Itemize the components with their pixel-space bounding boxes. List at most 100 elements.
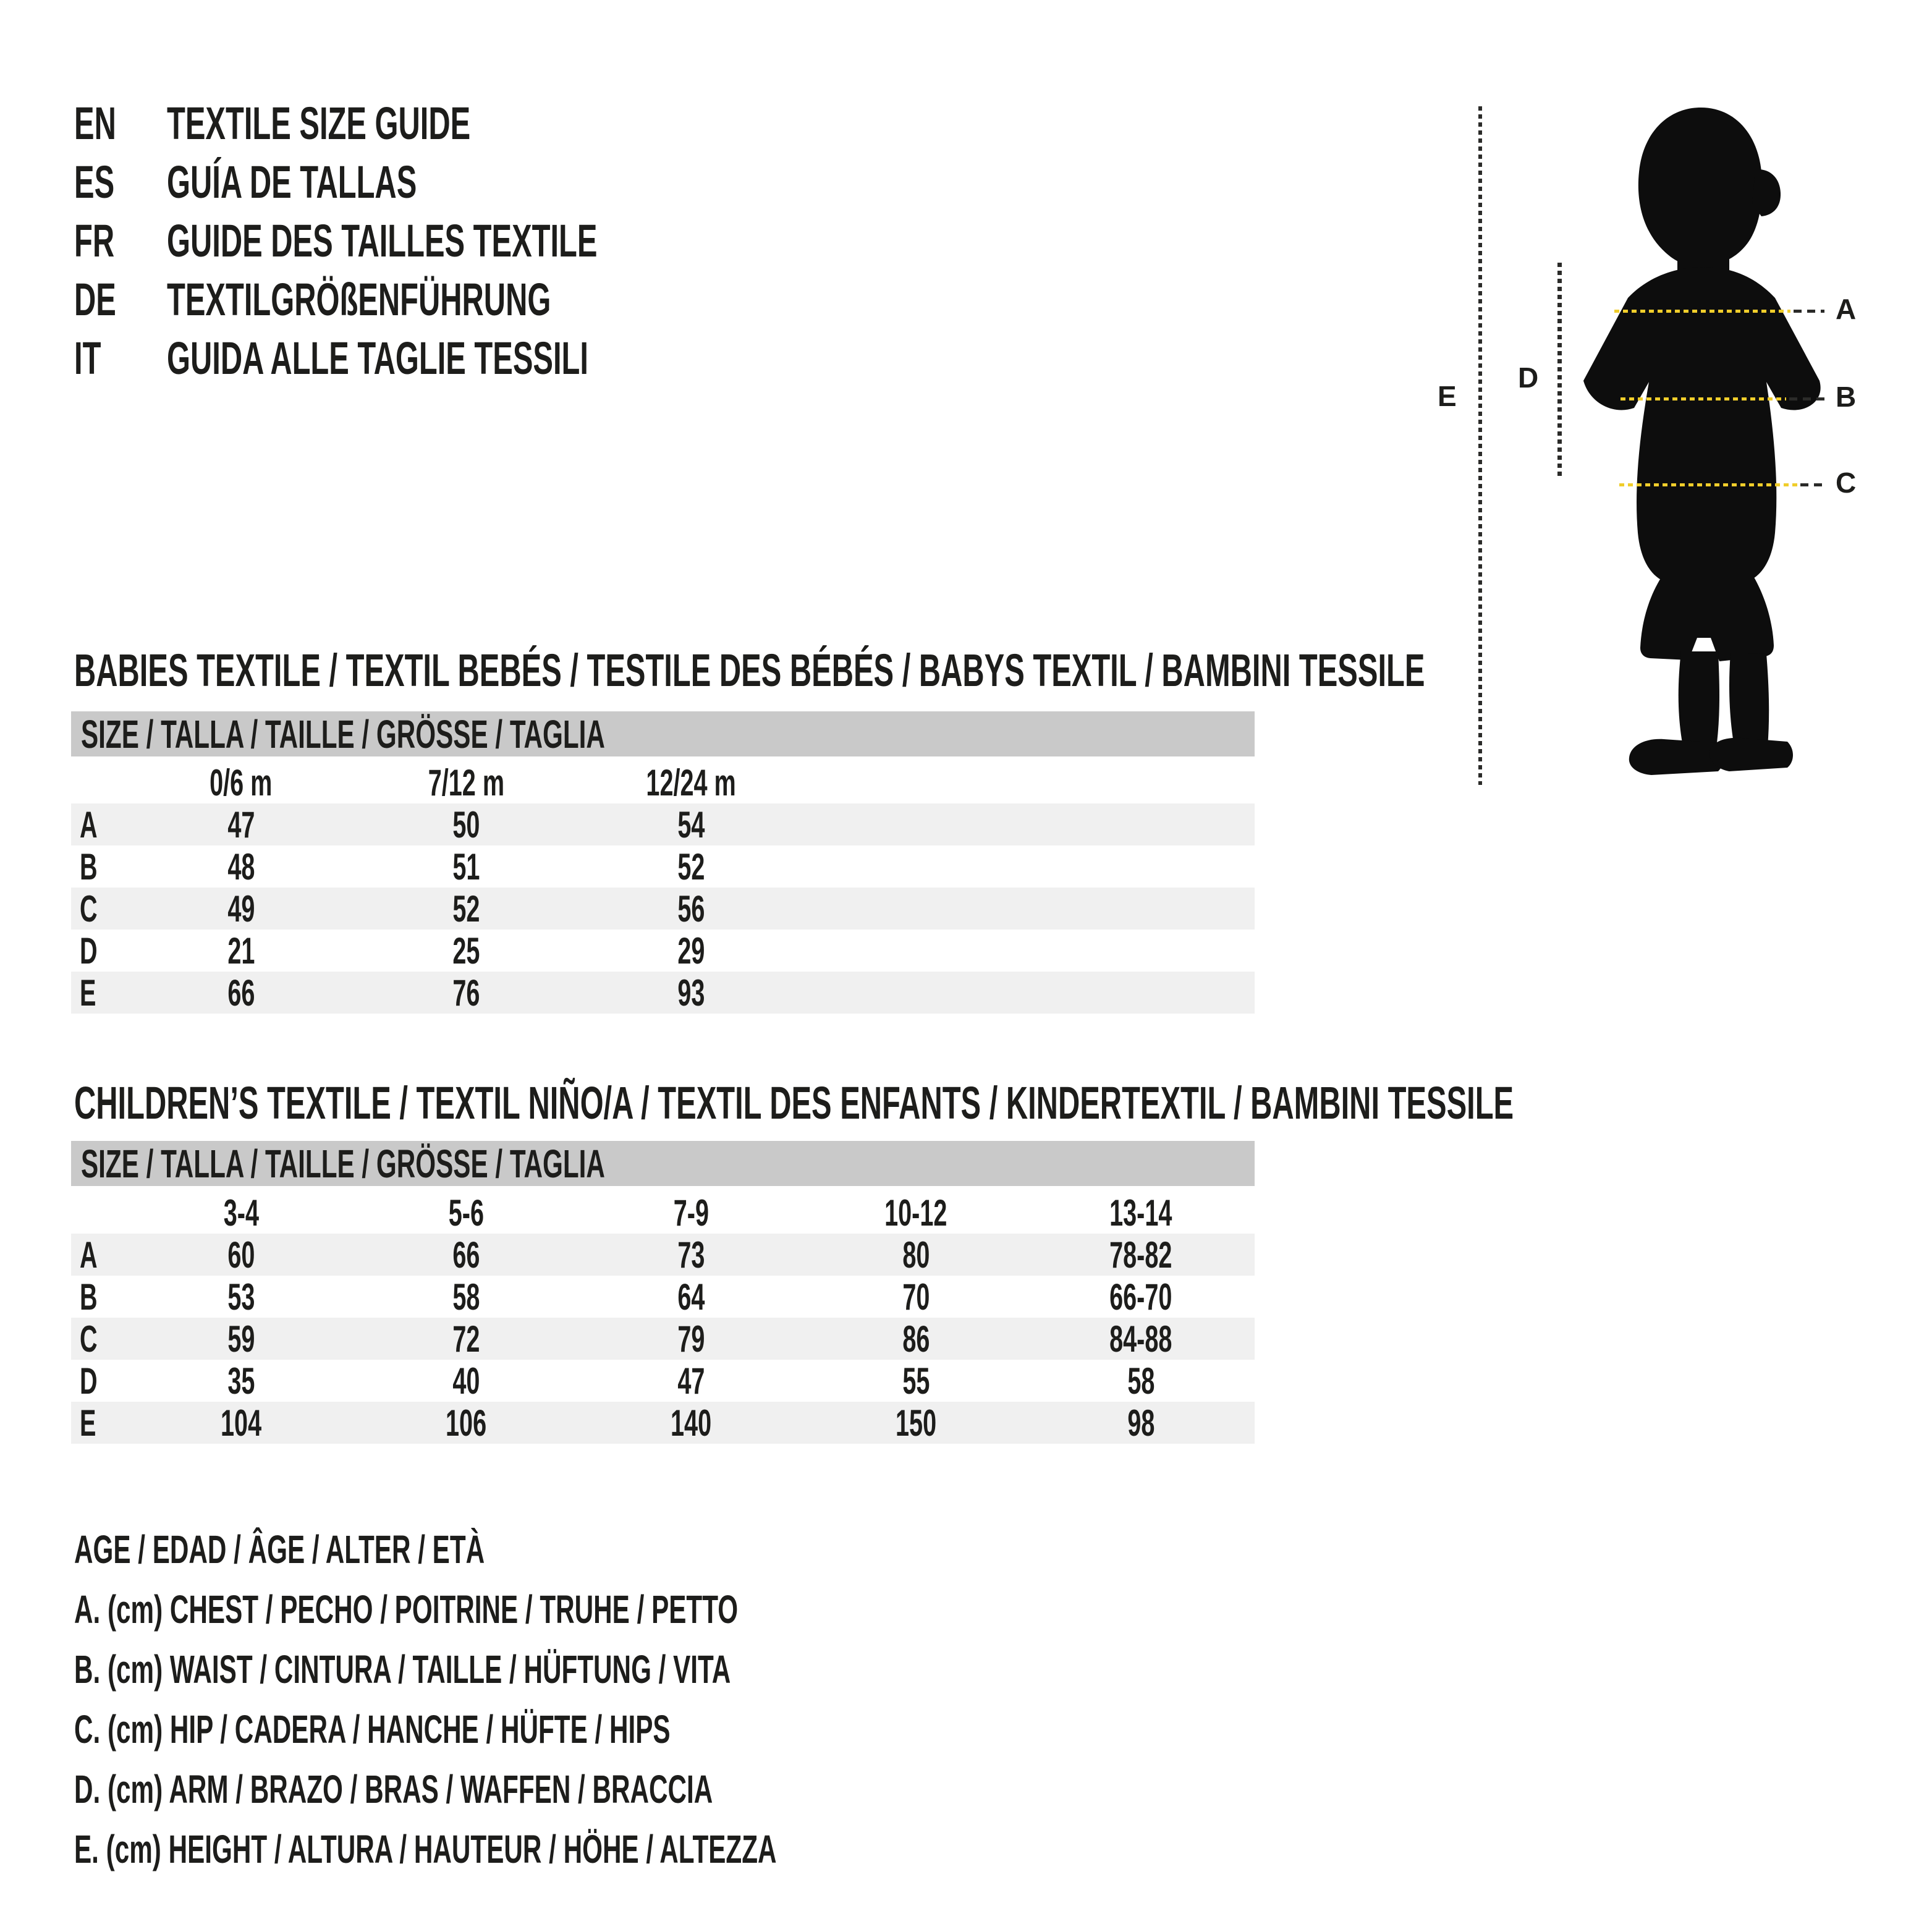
legend-line-age: AGE / EDAD / ÂGE / ALTER / ETÀ — [74, 1527, 485, 1572]
dark-dash-segment — [1794, 310, 1824, 313]
table-cell: 98 — [1127, 1402, 1155, 1444]
row-label: B — [80, 845, 98, 888]
hip-measure-line-C: C — [1434, 468, 1932, 497]
row-label: A — [80, 1234, 98, 1276]
row-label: D — [80, 1360, 98, 1402]
measure-label-b: B — [1836, 381, 1857, 413]
column-header: 7-9 — [673, 1192, 709, 1234]
table-row: C 49 52 56 — [71, 888, 1255, 930]
children-section-heading: CHILDREN’S TEXTILE / TEXTIL NIÑO/A / TEX… — [74, 1077, 1514, 1129]
yellow-dash-segment — [1621, 397, 1786, 400]
babies-section-heading: BABIES TEXTILE / TEXTIL BEBÉS / TESTILE … — [74, 645, 1425, 696]
table-cell: 66-70 — [1109, 1276, 1172, 1318]
table-cell: 60 — [227, 1234, 255, 1276]
table-header-row: 3-4 5-6 7-9 10-12 13-14 — [71, 1192, 1255, 1234]
arm-measure-line-D — [1557, 263, 1562, 476]
measurement-figure: E D A B C — [1434, 93, 1932, 810]
guide-title: GUIDE DES TAILLES TEXTILE — [167, 215, 598, 266]
chest-measure-line-A: A — [1434, 295, 1932, 323]
measure-label-c: C — [1836, 467, 1857, 499]
legend-line-waist: B. (cm) WAIST / CINTURA / TAILLE / HÜFTU… — [74, 1646, 731, 1692]
measurement-legend: AGE / EDAD / ÂGE / ALTER / ETÀ A. (cm) C… — [74, 1519, 1138, 1879]
column-header: 10-12 — [884, 1192, 947, 1234]
table-cell: 53 — [227, 1276, 255, 1318]
measure-label-a: A — [1836, 293, 1857, 325]
language-code: IT — [74, 333, 101, 384]
row-label: E — [80, 972, 96, 1014]
table-cell: 66 — [452, 1234, 480, 1276]
measure-label-e: E — [1438, 380, 1457, 412]
table-cell: 51 — [452, 845, 480, 888]
table-cell: 47 — [227, 803, 255, 845]
children-size-table: 3-4 5-6 7-9 10-12 13-14 A 60 66 73 80 78… — [71, 1192, 1255, 1444]
table-cell: 56 — [677, 888, 705, 930]
table-cell: 50 — [452, 803, 480, 845]
title-row-de: DE TEXTILGRÖßENFÜHRUNG — [74, 270, 819, 329]
row-label: E — [80, 1402, 96, 1444]
table-cell: 84-88 — [1109, 1318, 1172, 1360]
table-row: E 104 106 140 150 98 — [71, 1402, 1255, 1444]
table-cell: 80 — [902, 1234, 930, 1276]
row-label: A — [80, 803, 98, 845]
legend-line-chest: A. (cm) CHEST / PECHO / POITRINE / TRUHE… — [74, 1587, 739, 1632]
babies-size-table: 0/6 m 7/12 m 12/24 m A 47 50 54 B 48 51 … — [71, 761, 1255, 1014]
title-row-en: EN TEXTILE SIZE GUIDE — [74, 94, 819, 153]
table-row: B 48 51 52 — [71, 845, 1255, 888]
table-row: B 53 58 64 70 66-70 — [71, 1276, 1255, 1318]
title-row-it: IT GUIDA ALLE TAGLIE TESSILI — [74, 329, 819, 388]
height-measure-line-E — [1478, 106, 1482, 785]
babies-size-bar: SIZE / TALLA / TAILLE / GRÖSSE / TAGLIA — [71, 711, 1255, 756]
table-cell: 52 — [677, 845, 705, 888]
dark-dash-segment — [1800, 483, 1825, 486]
row-label: C — [80, 888, 98, 930]
table-cell: 54 — [677, 803, 705, 845]
child-silhouette-image — [1583, 108, 1821, 775]
legend-line-arm: D. (cm) ARM / BRAZO / BRAS / WAFFEN / BR… — [74, 1766, 713, 1811]
table-row: A 60 66 73 80 78-82 — [71, 1234, 1255, 1276]
table-cell: 106 — [445, 1402, 487, 1444]
row-label: B — [80, 1276, 98, 1318]
measure-label-d: D — [1518, 362, 1539, 394]
table-cell: 73 — [677, 1234, 705, 1276]
table-cell: 72 — [452, 1318, 480, 1360]
table-cell: 70 — [902, 1276, 930, 1318]
guide-title: GUÍA DE TALLAS — [167, 156, 417, 208]
row-label: D — [80, 930, 98, 972]
table-row: E 66 76 93 — [71, 972, 1255, 1014]
table-header-row: 0/6 m 7/12 m 12/24 m — [71, 761, 1255, 803]
column-header: 12/24 m — [646, 761, 736, 803]
title-block: EN TEXTILE SIZE GUIDE ES GUÍA DE TALLAS … — [74, 94, 819, 388]
column-header: 5-6 — [448, 1192, 484, 1234]
table-cell: 59 — [227, 1318, 255, 1360]
title-row-fr: FR GUIDE DES TAILLES TEXTILE — [74, 211, 819, 270]
table-cell: 104 — [220, 1402, 262, 1444]
table-cell: 25 — [452, 930, 480, 972]
table-cell: 150 — [895, 1402, 937, 1444]
yellow-dash-segment — [1614, 310, 1790, 313]
table-cell: 79 — [677, 1318, 705, 1360]
legend-line-hip: C. (cm) HIP / CADERA / HANCHE / HÜFTE / … — [74, 1706, 671, 1752]
guide-title: TEXTILGRÖßENFÜHRUNG — [167, 274, 551, 325]
column-header: 7/12 m — [428, 761, 504, 803]
children-size-bar: SIZE / TALLA / TAILLE / GRÖSSE / TAGLIA — [71, 1141, 1255, 1186]
table-cell: 76 — [452, 972, 480, 1014]
table-cell: 21 — [227, 930, 255, 972]
table-row: D 21 25 29 — [71, 930, 1255, 972]
table-cell: 47 — [677, 1360, 705, 1402]
table-cell: 40 — [452, 1360, 480, 1402]
table-cell: 55 — [902, 1360, 930, 1402]
guide-title: TEXTILE SIZE GUIDE — [167, 98, 471, 149]
table-cell: 58 — [452, 1276, 480, 1318]
table-cell: 78-82 — [1109, 1234, 1172, 1276]
waist-measure-line-B: B — [1434, 383, 1932, 411]
title-row-es: ES GUÍA DE TALLAS — [74, 153, 819, 211]
table-cell: 35 — [227, 1360, 255, 1402]
table-row: C 59 72 79 86 84-88 — [71, 1318, 1255, 1360]
table-cell: 58 — [1127, 1360, 1155, 1402]
table-cell: 93 — [677, 972, 705, 1014]
table-cell: 49 — [227, 888, 255, 930]
column-header: 3-4 — [223, 1192, 259, 1234]
table-cell: 140 — [670, 1402, 712, 1444]
dark-dash-segment — [1789, 397, 1824, 400]
table-row: A 47 50 54 — [71, 803, 1255, 845]
